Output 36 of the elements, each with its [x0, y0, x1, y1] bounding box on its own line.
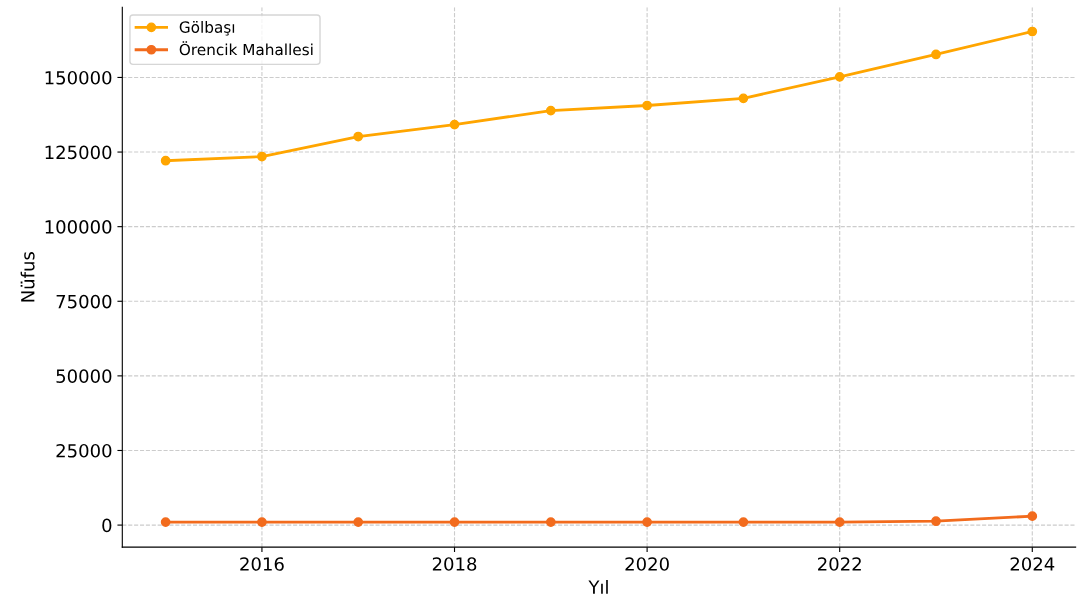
legend-label: Örencik Mahallesi	[179, 41, 313, 56]
x-tick-label: 2016	[240, 557, 284, 571]
point	[931, 516, 941, 527]
point	[160, 155, 171, 166]
point	[257, 517, 267, 527]
point	[160, 517, 171, 527]
y-tick-label: 100000	[45, 220, 112, 234]
point	[738, 93, 749, 104]
point	[449, 517, 460, 527]
y-tick-label: 25000	[56, 443, 112, 458]
point	[545, 105, 556, 116]
y-tick-label: 50000	[56, 369, 112, 383]
x-tick-label: 2024	[1010, 557, 1055, 571]
point	[257, 151, 267, 162]
legend-label: Gölbaşı	[179, 21, 235, 36]
point	[738, 517, 749, 527]
point	[353, 131, 364, 142]
x-axis-title: Yıl	[588, 579, 608, 594]
y-tick-label: 125000	[45, 145, 112, 160]
y-tick-label: 0	[102, 518, 112, 533]
y-tick-label: 75000	[56, 294, 112, 309]
y-axis-title: Nüfus	[20, 252, 35, 302]
point	[1027, 26, 1038, 37]
point	[449, 119, 460, 130]
y-tick-label: 150000	[45, 70, 112, 85]
point	[642, 517, 652, 527]
point	[545, 517, 556, 527]
point	[931, 49, 941, 60]
point	[834, 517, 845, 527]
point	[642, 100, 652, 111]
point	[1027, 511, 1038, 521]
x-tick-label: 2018	[432, 557, 477, 571]
x-tick-label: 2020	[625, 557, 669, 571]
x-tick-label: 2022	[818, 557, 861, 571]
point	[834, 71, 845, 82]
point	[353, 517, 364, 527]
